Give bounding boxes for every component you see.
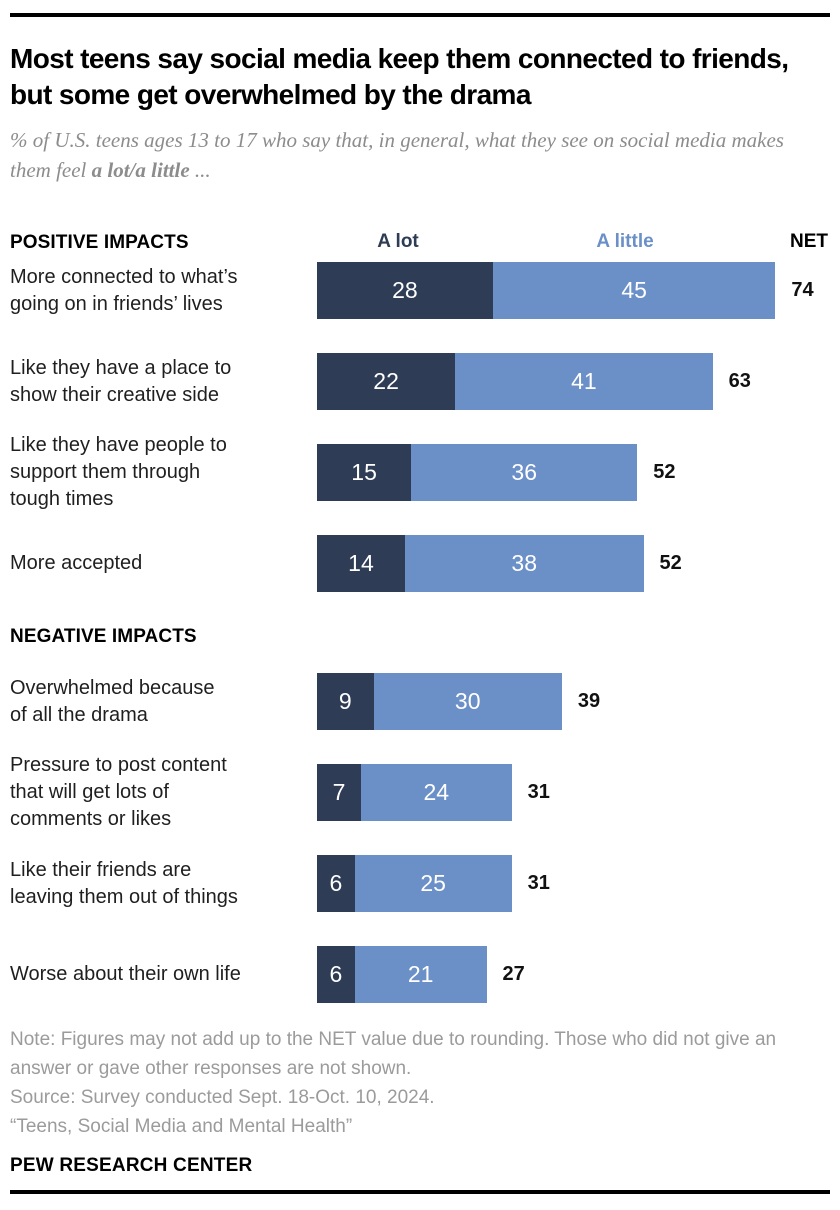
report-title: “Teens, Social Media and Mental Health” <box>10 1116 353 1137</box>
bar-segment-a-lot: 22 <box>317 353 456 410</box>
bar-value-a-little: 45 <box>621 277 647 303</box>
net-value: 52 <box>659 552 682 574</box>
net-value: 63 <box>728 370 751 392</box>
row-label: Like they have people to support them th… <box>10 434 227 510</box>
bar-value-a-lot: 7 <box>332 779 346 805</box>
bar-segment-a-little: 25 <box>354 855 512 912</box>
subtitle-prefix: % of U.S. teens ages 13 to 17 who say th… <box>10 128 784 182</box>
row-label: More connected to what’s going on in fri… <box>10 265 238 315</box>
row-label: Overwhelmed because of all the drama <box>10 676 215 726</box>
positive-impact-rows: More connected to what’s going on in fri… <box>10 262 830 592</box>
negative-impact-rows: Overwhelmed because of all the drama 9 3… <box>10 673 830 1003</box>
chart-header-row: POSITIVE IMPACTS A lot A little NET <box>10 231 830 255</box>
bar-value-a-little: 25 <box>420 870 446 896</box>
bar-segment-a-lot: 6 <box>317 855 355 912</box>
chart-row: Like their friends are leaving them out … <box>10 855 830 912</box>
chart-row: Worse about their own life 6 21 27 <box>10 946 830 1003</box>
subtitle-bold: a lot/a little <box>91 158 190 182</box>
bar-segment-a-lot: 6 <box>317 946 355 1003</box>
bar-segment-a-little: 21 <box>354 946 487 1003</box>
bar-value-a-little: 38 <box>511 550 538 576</box>
section-title-positive: POSITIVE IMPACTS <box>10 232 189 253</box>
legend-label-a-little: A little <box>596 231 654 252</box>
bar-segment-a-lot: 7 <box>317 764 361 821</box>
chart-row: Like they have people to support them th… <box>10 434 830 510</box>
chart-subtitle: % of U.S. teens ages 13 to 17 who say th… <box>10 125 830 185</box>
bar-segment-a-little: 38 <box>404 535 644 592</box>
bar-segment-a-lot: 14 <box>317 535 405 592</box>
bar-value-a-lot: 14 <box>348 550 374 576</box>
chart-row: Pressure to post content that will get l… <box>10 754 830 830</box>
bar-value-a-lot: 9 <box>338 688 352 714</box>
row-label: Like they have a place to show their cre… <box>10 356 232 406</box>
bar-value-a-lot: 15 <box>351 459 377 485</box>
bar-segment-a-little: 30 <box>373 673 562 730</box>
row-label: Like their friends are leaving them out … <box>10 858 238 908</box>
net-value: 31 <box>527 872 550 894</box>
bar-value-a-lot: 6 <box>329 870 343 896</box>
top-rule <box>10 13 830 17</box>
row-bars: 9 30 39 <box>317 673 830 730</box>
net-value: 31 <box>527 781 550 803</box>
row-bars: 15 36 52 <box>317 444 830 501</box>
source-line: Source: Survey conducted Sept. 18-Oct. 1… <box>10 1087 435 1108</box>
chart-row: More accepted 14 38 52 <box>10 535 830 592</box>
pew-research-center-wordmark: PEW RESEARCH CENTER <box>10 1155 253 1176</box>
bar-value-a-little: 30 <box>454 688 481 714</box>
bar-value-a-lot: 22 <box>373 368 399 394</box>
row-bars: 6 21 27 <box>317 946 830 1003</box>
row-bars: 6 25 31 <box>317 855 830 912</box>
page-title: Most teens say social media keep them co… <box>10 43 789 110</box>
bar-segment-a-lot: 28 <box>317 262 493 319</box>
chart-row: Like they have a place to show their cre… <box>10 353 830 410</box>
row-bars: 28 45 74 <box>317 262 830 319</box>
bar-segment-a-little: 36 <box>411 444 638 501</box>
bar-segment-a-little: 45 <box>492 262 776 319</box>
bar-value-a-little: 41 <box>571 368 597 394</box>
bar-segment-a-lot: 15 <box>317 444 412 501</box>
row-label: More accepted <box>10 552 143 574</box>
row-bars: 7 24 31 <box>317 764 830 821</box>
bar-value-a-little: 21 <box>407 961 434 987</box>
net-value: 74 <box>791 279 814 301</box>
bar-segment-a-little: 24 <box>360 764 512 821</box>
row-label: Worse about their own life <box>10 963 241 985</box>
row-bars: 14 38 52 <box>317 535 830 592</box>
section-title-negative: NEGATIVE IMPACTS <box>10 626 197 647</box>
bar-segment-a-lot: 9 <box>317 673 374 730</box>
net-value: 39 <box>577 690 601 712</box>
bar-value-a-lot: 28 <box>392 277 418 303</box>
stacked-bar-chart: POSITIVE IMPACTS A lot A little NET More… <box>10 231 830 1003</box>
chart-legend: A lot A little NET <box>317 231 830 255</box>
bar-value-a-lot: 6 <box>329 961 343 987</box>
net-value: 52 <box>653 461 676 483</box>
bar-value-a-little: 36 <box>511 459 538 485</box>
legend-label-net: NET <box>790 231 828 252</box>
bar-segment-a-little: 41 <box>455 353 713 410</box>
chart-row: Overwhelmed because of all the drama 9 3… <box>10 673 830 730</box>
legend-label-a-lot: A lot <box>377 231 419 252</box>
bottom-rule <box>10 1190 830 1194</box>
subtitle-suffix: ... <box>189 158 211 182</box>
row-bars: 22 41 63 <box>317 353 830 410</box>
net-value: 27 <box>502 963 525 985</box>
row-label: Pressure to post content that will get l… <box>10 754 227 830</box>
footnote: Note: Figures may not add up to the NET … <box>10 1029 777 1079</box>
bar-value-a-little: 24 <box>423 779 450 805</box>
chart-footer: Note: Figures may not add up to the NET … <box>10 1025 830 1177</box>
chart-row: More connected to what’s going on in fri… <box>10 262 830 319</box>
